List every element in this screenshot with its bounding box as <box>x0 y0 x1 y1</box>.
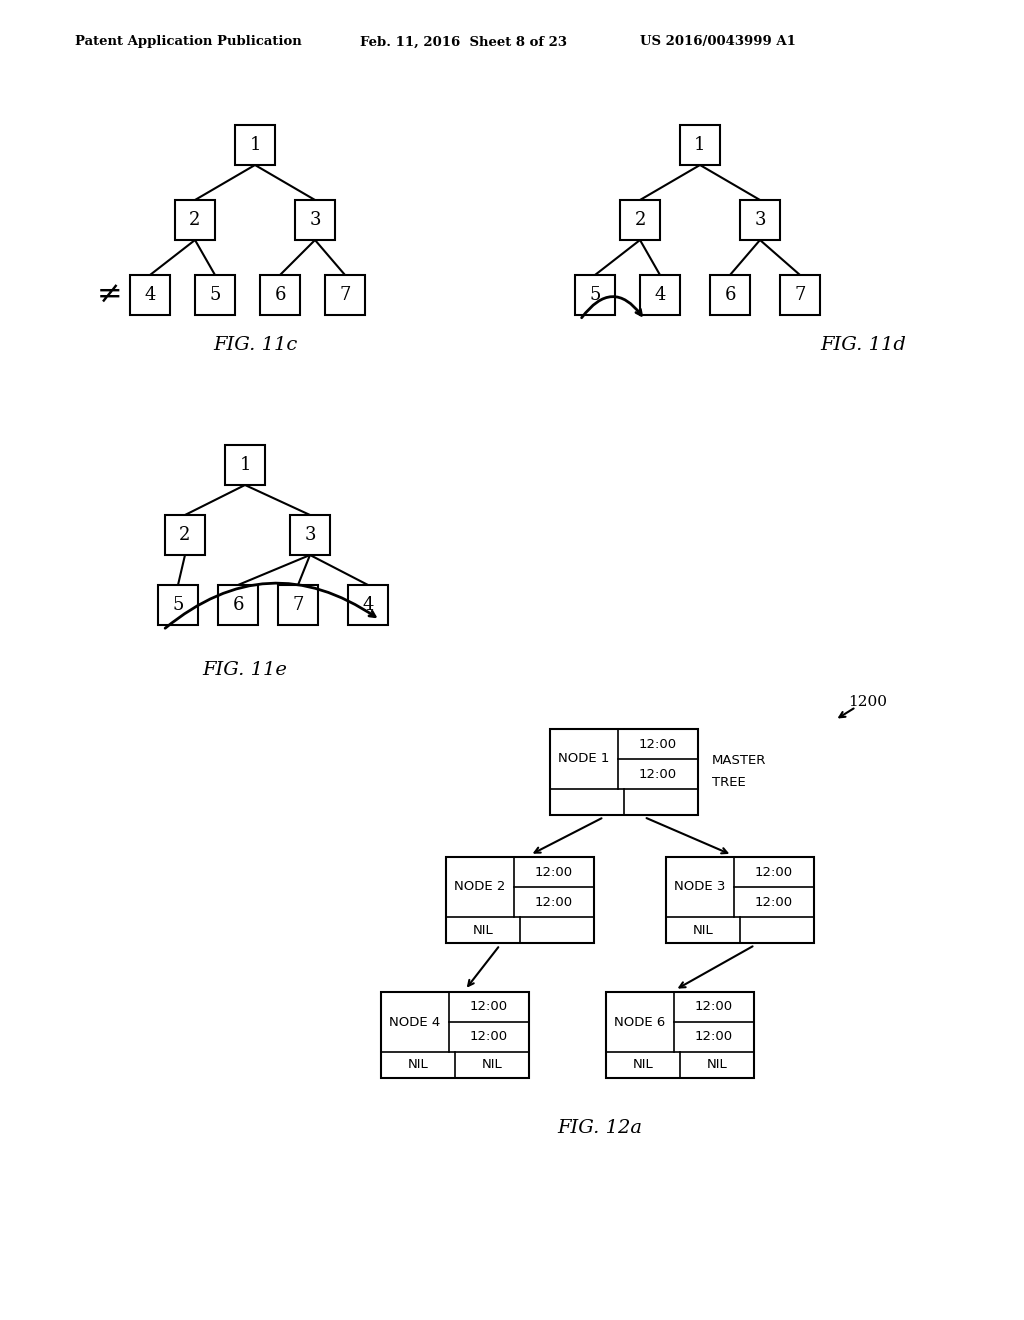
Text: 7: 7 <box>292 597 304 614</box>
Text: 1: 1 <box>240 455 251 474</box>
Text: NIL: NIL <box>692 924 714 936</box>
Text: NODE 1: NODE 1 <box>558 752 609 766</box>
Text: 6: 6 <box>724 286 736 304</box>
Text: 1: 1 <box>249 136 261 154</box>
Text: 4: 4 <box>654 286 666 304</box>
Bar <box>225 445 265 484</box>
Bar <box>446 857 594 942</box>
Text: FIG. 12a: FIG. 12a <box>557 1119 642 1137</box>
Bar <box>260 275 300 315</box>
Text: MASTER: MASTER <box>712 754 766 767</box>
Text: 7: 7 <box>795 286 806 304</box>
Text: 12:00: 12:00 <box>639 767 677 780</box>
Bar <box>234 125 275 165</box>
Bar <box>740 201 780 240</box>
Text: 5: 5 <box>590 286 601 304</box>
Bar <box>348 585 388 624</box>
Text: 12:00: 12:00 <box>470 1001 508 1014</box>
Text: 12:00: 12:00 <box>639 738 677 751</box>
Text: NIL: NIL <box>473 924 494 936</box>
Bar <box>710 275 750 315</box>
Bar <box>550 729 698 814</box>
Text: NIL: NIL <box>707 1059 727 1072</box>
Bar <box>666 857 814 942</box>
Text: TREE: TREE <box>712 776 745 788</box>
Text: NIL: NIL <box>408 1059 428 1072</box>
Text: NIL: NIL <box>633 1059 653 1072</box>
Bar <box>295 201 335 240</box>
Text: US 2016/0043999 A1: US 2016/0043999 A1 <box>640 36 796 49</box>
Text: NODE 4: NODE 4 <box>389 1015 440 1028</box>
Text: 1200: 1200 <box>848 696 887 709</box>
Text: 12:00: 12:00 <box>470 1031 508 1044</box>
Text: NODE 3: NODE 3 <box>675 880 726 894</box>
Bar <box>130 275 170 315</box>
Text: FIG. 11c: FIG. 11c <box>213 337 297 354</box>
Text: 6: 6 <box>232 597 244 614</box>
Text: 2: 2 <box>189 211 201 228</box>
Bar <box>165 515 205 554</box>
Bar <box>278 585 318 624</box>
Text: FIG. 11e: FIG. 11e <box>203 661 288 678</box>
Text: Patent Application Publication: Patent Application Publication <box>75 36 302 49</box>
Bar <box>575 275 615 315</box>
Text: 2: 2 <box>634 211 646 228</box>
Text: 12:00: 12:00 <box>755 895 793 908</box>
Text: 4: 4 <box>362 597 374 614</box>
Text: NODE 6: NODE 6 <box>614 1015 666 1028</box>
Bar <box>158 585 198 624</box>
Text: 2: 2 <box>179 525 190 544</box>
Text: 6: 6 <box>274 286 286 304</box>
Text: Feb. 11, 2016  Sheet 8 of 23: Feb. 11, 2016 Sheet 8 of 23 <box>360 36 567 49</box>
Text: 12:00: 12:00 <box>535 895 573 908</box>
Bar <box>606 993 754 1078</box>
Text: 3: 3 <box>309 211 321 228</box>
Bar <box>680 125 720 165</box>
Text: 4: 4 <box>144 286 156 304</box>
Bar <box>780 275 820 315</box>
Bar <box>290 515 330 554</box>
Text: 12:00: 12:00 <box>695 1001 733 1014</box>
Text: ≠: ≠ <box>97 280 123 310</box>
Text: NIL: NIL <box>481 1059 503 1072</box>
Text: 7: 7 <box>339 286 350 304</box>
Bar <box>218 585 258 624</box>
Bar <box>175 201 215 240</box>
Text: 3: 3 <box>304 525 315 544</box>
Bar <box>381 993 529 1078</box>
Text: 12:00: 12:00 <box>755 866 793 879</box>
Text: 12:00: 12:00 <box>535 866 573 879</box>
Text: 5: 5 <box>209 286 221 304</box>
Text: 12:00: 12:00 <box>695 1031 733 1044</box>
Text: 1: 1 <box>694 136 706 154</box>
Bar <box>620 201 660 240</box>
Text: FIG. 11d: FIG. 11d <box>820 337 906 354</box>
Bar <box>325 275 365 315</box>
Text: NODE 2: NODE 2 <box>455 880 506 894</box>
Text: 3: 3 <box>755 211 766 228</box>
Bar <box>195 275 234 315</box>
Bar <box>640 275 680 315</box>
Text: 5: 5 <box>172 597 183 614</box>
